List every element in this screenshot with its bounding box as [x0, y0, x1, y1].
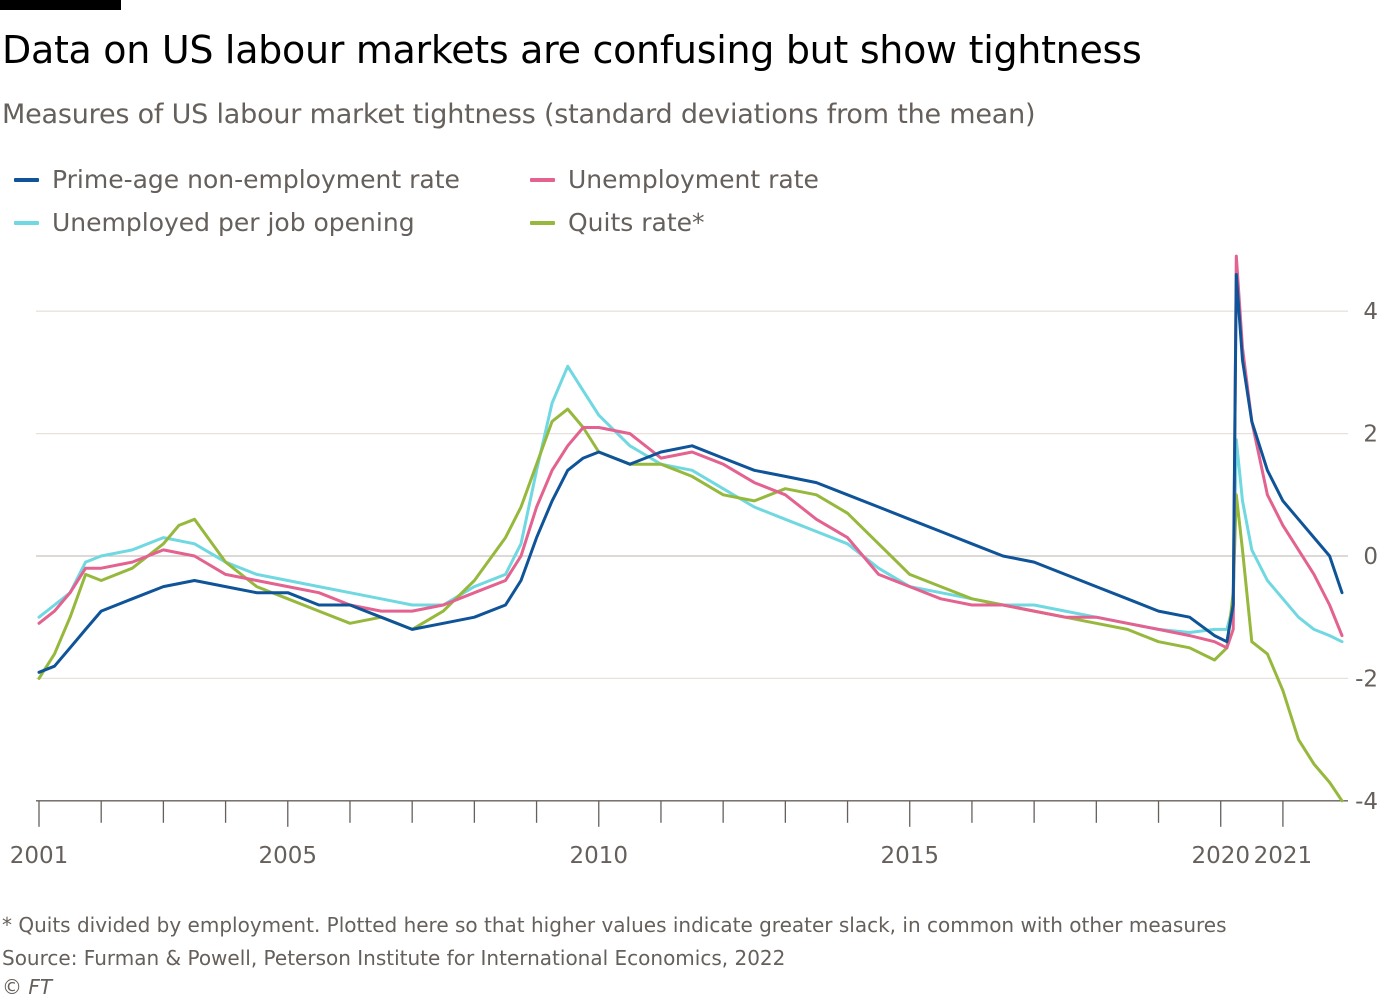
legend-label: Unemployed per job opening — [52, 208, 415, 237]
x-tick-label: 2001 — [10, 843, 69, 869]
legend-label: Unemployment rate — [568, 165, 819, 194]
legend-swatch — [14, 177, 39, 182]
x-tick-label: 2015 — [880, 843, 939, 869]
x-tick-label: 2005 — [259, 843, 318, 869]
legend-item-prime-age-non-employment: Prime-age non-employment rate — [14, 165, 460, 194]
series-line-unemployment-rate — [37, 254, 1344, 650]
legend-item-unemployed-per-job-opening: Unemployed per job opening — [14, 208, 415, 237]
y-tick-label: 4 — [1363, 299, 1378, 325]
y-tick-label: -4 — [1355, 789, 1378, 815]
line-chart: 2001 2005 2010 2015 2020 2021 4 2 0 -2 -4 — [10, 254, 1378, 869]
legend-swatch — [530, 220, 555, 225]
x-tick-label: 2020 — [1191, 843, 1250, 869]
legend-item-quits-rate: Quits rate* — [530, 208, 705, 237]
footnote: * Quits divided by employment. Plotted h… — [2, 913, 1227, 937]
chart-subtitle: Measures of US labour market tightness (… — [2, 99, 1036, 130]
legend-swatch — [14, 220, 39, 225]
x-tick-label: 2021 — [1254, 843, 1313, 869]
legend-label: Prime-age non-employment rate — [52, 165, 460, 194]
y-tick-label: 0 — [1363, 544, 1378, 570]
x-tick-label: 2010 — [569, 843, 628, 869]
series-lines — [37, 254, 1344, 803]
brand-bar — [0, 0, 121, 10]
legend-swatch — [530, 177, 555, 182]
x-axis: 2001 2005 2010 2015 2020 2021 — [10, 800, 1313, 869]
legend-item-unemployment-rate: Unemployment rate — [530, 165, 819, 194]
series-line-unemployed-per-job-opening — [37, 364, 1344, 644]
legend-label: Quits rate* — [568, 208, 705, 237]
gridlines — [36, 310, 1348, 802]
y-axis-labels: 4 2 0 -2 -4 — [1355, 299, 1378, 815]
chart-title: Data on US labour markets are confusing … — [2, 28, 1142, 72]
copyright: © FT — [2, 975, 53, 999]
source-line: Source: Furman & Powell, Peterson Instit… — [2, 946, 786, 970]
y-tick-label: 2 — [1363, 422, 1378, 448]
series-line-prime-age-non-employment-rate — [37, 273, 1344, 674]
y-tick-label: -2 — [1355, 666, 1378, 692]
